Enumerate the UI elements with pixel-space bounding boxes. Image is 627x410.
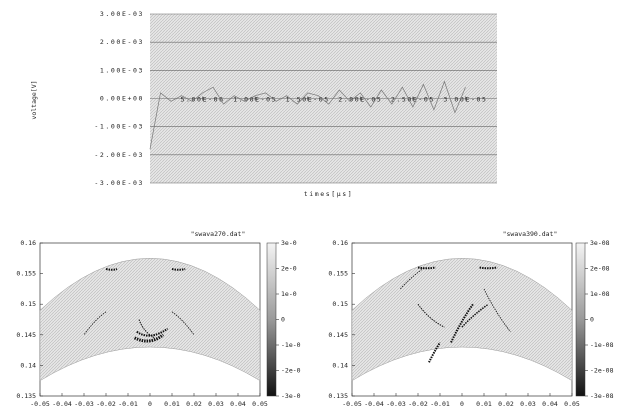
x-tick-label: 0.05: [564, 400, 580, 408]
figure: 3.00E-03 2.00E-03 1.00E-03 0.00E+00 -1.00E-0…: [0, 0, 627, 410]
x-tick-label: -0.05: [342, 400, 362, 408]
colorbar-label: 2e-0: [281, 265, 297, 273]
y-tick-label: 0.16: [332, 239, 348, 247]
y-axis-label: voltage[V]: [30, 80, 38, 119]
colorbar-label: 2e-08: [590, 265, 610, 273]
y-tick-label: 0.15: [332, 300, 348, 308]
y-tick-label: 3.00E-03: [100, 10, 144, 18]
x-tick-label: 0.05: [252, 400, 268, 408]
x-tick-label: -0.03: [74, 400, 94, 408]
x-tick-label: 5.00E-06: [181, 96, 225, 104]
colorbar: [576, 243, 585, 396]
x-tick-label: -0.02: [96, 400, 116, 408]
x-tick-label: -0.01: [118, 400, 138, 408]
colorbar: [267, 243, 276, 396]
y-tick-label: 0.14: [332, 361, 348, 369]
colorbar-label: 3e-0: [281, 239, 297, 247]
colorbar-label: 1e-0: [281, 290, 297, 298]
x-tick-label: -0.02: [408, 400, 428, 408]
x-tick-label: -0.03: [386, 400, 406, 408]
y-tick-label: 0.135: [16, 392, 36, 400]
colorbar-label: -2e-0: [281, 367, 301, 375]
y-tick-label: -2.00E-03: [94, 151, 144, 159]
x-tick-label: 3.00E-05: [443, 96, 487, 104]
colorbar-label: -1e-08: [590, 341, 614, 349]
x-tick-label: 0: [148, 400, 152, 408]
y-tick-label: 0.00E+00: [100, 95, 144, 103]
x-tick-label: 0.01: [164, 400, 180, 408]
y-tick-label: 0.155: [16, 270, 36, 278]
colorbar-label: -3e-08: [590, 392, 614, 400]
y-tick-label: -1.00E-03: [94, 123, 144, 131]
y-tick-label: 0.155: [328, 270, 348, 278]
colorbar-label: -3e-0: [281, 392, 301, 400]
x-tick-label: 0.04: [542, 400, 558, 408]
y-tick-label: 1.00E-03: [100, 66, 144, 74]
y-tick-label: 0.145: [16, 331, 36, 339]
x-tick-label: 0.02: [186, 400, 202, 408]
y-tick-label: -3.00E-03: [94, 179, 144, 187]
y-tick-label: 0.135: [328, 392, 348, 400]
x-axis-label: times[μs]: [304, 190, 354, 198]
colorbar-label: 0: [281, 316, 285, 324]
panel-title: "swava390.dat": [503, 230, 558, 238]
colorbar-label: -1e-0: [281, 341, 301, 349]
colorbar-label: -2e-08: [590, 367, 614, 375]
x-tick-label: -0.04: [364, 400, 384, 408]
y-tick-label: 0.16: [20, 239, 36, 247]
x-tick-label: 0.03: [520, 400, 536, 408]
panel-title: "swava270.dat": [191, 230, 246, 238]
x-tick-label: 0.04: [230, 400, 246, 408]
colorbar-label: 0: [590, 316, 594, 324]
y-tick-label: 0.145: [328, 331, 348, 339]
y-tick-label: 0.14: [20, 361, 36, 369]
x-tick-label: -0.05: [30, 400, 50, 408]
x-tick-label: 0.01: [476, 400, 492, 408]
colorbar-label: 3e-08: [590, 239, 610, 247]
colorbar-label: 1e-08: [590, 290, 610, 298]
y-tick-label: 0.15: [20, 300, 36, 308]
x-tick-label: 0.02: [498, 400, 514, 408]
x-tick-label: -0.04: [52, 400, 72, 408]
x-tick-label: -0.01: [430, 400, 450, 408]
x-tick-label: 0: [460, 400, 464, 408]
x-tick-label: 0.03: [208, 400, 224, 408]
y-tick-label: 2.00E-03: [100, 38, 144, 46]
